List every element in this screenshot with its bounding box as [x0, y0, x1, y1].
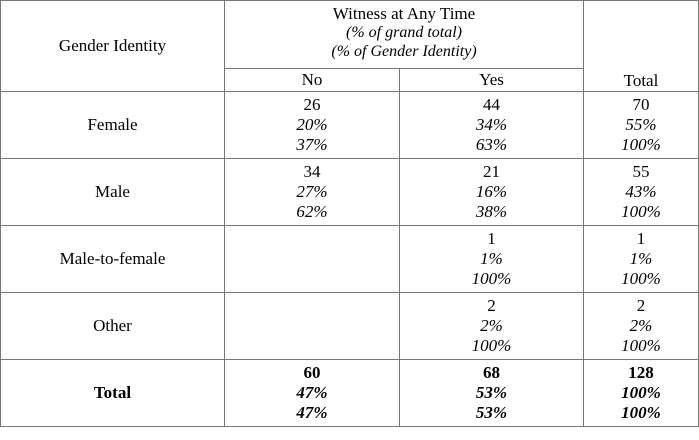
table-row-total: Total 60 47% 47% 68 53% 53% 128 100% 100… [0, 359, 699, 427]
cell-pct-grand: 2% [629, 316, 653, 335]
cell-count: 1 [636, 229, 646, 248]
cell-pct-group: 100% [621, 202, 661, 221]
cell-count: 70 [632, 95, 650, 114]
cell-pct-group: 100% [621, 269, 661, 288]
crosstab-table: Gender Identity Witness at Any Time (% o… [0, 0, 699, 427]
cell-pct-group: 100% [621, 336, 661, 355]
cell-pct-group: 37% [296, 135, 328, 154]
cell-count: 128 [628, 363, 654, 382]
cell-no: 60 47% 47% [224, 359, 400, 427]
cell-pct-group: 38% [475, 202, 508, 221]
table-row: Other 2 2% 100% 2 2% 100% [0, 292, 699, 360]
cell-count: 2 [636, 296, 646, 315]
cell-pct-grand: 20% [296, 115, 328, 134]
cell-pct-grand: 27% [296, 182, 328, 201]
cell-total: 2 2% 100% [583, 292, 699, 360]
row-label: Other [0, 292, 225, 360]
cell-pct-group [225, 336, 399, 356]
header-col-total-label: Total [623, 71, 659, 90]
cell-pct-grand: 43% [625, 182, 657, 201]
cell-total: 70 55% 100% [583, 91, 699, 159]
header-col-total: Total [583, 0, 699, 92]
cell-yes: 2 2% 100% [399, 292, 584, 360]
cell-count: 1 [487, 229, 496, 248]
cell-count: 21 [483, 162, 500, 181]
cell-total: 1 1% 100% [583, 225, 699, 293]
header-subtitle-grand: (% of grand total) [346, 24, 462, 41]
cell-pct-group: 62% [296, 202, 328, 221]
cell-pct-grand [225, 249, 399, 269]
cell-total: 128 100% 100% [583, 359, 699, 427]
cell-count: 34 [303, 162, 321, 181]
cell-count [225, 296, 399, 316]
row-label: Male-to-female [0, 225, 225, 293]
cell-pct-grand: 1% [480, 249, 503, 268]
cell-pct-grand: 55% [625, 115, 657, 134]
cell-no [224, 292, 400, 360]
cell-pct-grand: 1% [629, 249, 653, 268]
cell-pct-group: 100% [621, 135, 661, 154]
cell-pct-grand: 2% [480, 316, 503, 335]
cell-pct-grand: 53% [475, 383, 508, 402]
row-label: Female [0, 91, 225, 159]
cell-pct-grand: 47% [296, 383, 328, 402]
header-col-no: No [224, 68, 400, 92]
row-label: Male [0, 158, 225, 226]
header-gender-identity: Gender Identity [0, 0, 225, 92]
cell-pct-grand [225, 316, 399, 336]
header-col-yes: Yes [399, 68, 584, 92]
cell-yes: 21 16% 38% [399, 158, 584, 226]
table-row: Male-to-female 1 1% 100% 1 1% 100% [0, 225, 699, 293]
table-row: Female 26 20% 37% 44 34% 63% 70 55% 100% [0, 91, 699, 159]
cell-count [225, 229, 399, 249]
cell-pct-group: 53% [475, 403, 508, 422]
cell-yes: 44 34% 63% [399, 91, 584, 159]
row-label: Total [0, 359, 225, 427]
cell-count: 26 [303, 95, 321, 114]
cell-yes: 1 1% 100% [399, 225, 584, 293]
cell-count: 2 [487, 296, 496, 315]
header-subtitle-gender: (% of Gender Identity) [331, 43, 477, 60]
cell-pct-group: 100% [621, 403, 661, 422]
header-witness-title: Witness at Any Time [332, 4, 476, 23]
cell-count: 44 [483, 95, 500, 114]
cell-total: 55 43% 100% [583, 158, 699, 226]
cell-pct-group: 63% [475, 135, 508, 154]
cell-count: 68 [483, 363, 500, 382]
cell-pct-grand: 16% [475, 182, 508, 201]
cell-pct-group [225, 269, 399, 289]
cell-count: 55 [632, 162, 650, 181]
cell-pct-group: 47% [296, 403, 328, 422]
cell-no [224, 225, 400, 293]
header-witness-group: Witness at Any Time (% of grand total) (… [224, 0, 584, 69]
cell-no: 34 27% 62% [224, 158, 400, 226]
cell-pct-group: 100% [471, 336, 512, 355]
cell-pct-grand: 100% [621, 383, 661, 402]
cell-pct-grand: 34% [475, 115, 508, 134]
table-row: Male 34 27% 62% 21 16% 38% 55 43% 100% [0, 158, 699, 226]
cell-no: 26 20% 37% [224, 91, 400, 159]
cell-pct-group: 100% [471, 269, 512, 288]
cell-count: 60 [303, 363, 321, 382]
cell-yes: 68 53% 53% [399, 359, 584, 427]
